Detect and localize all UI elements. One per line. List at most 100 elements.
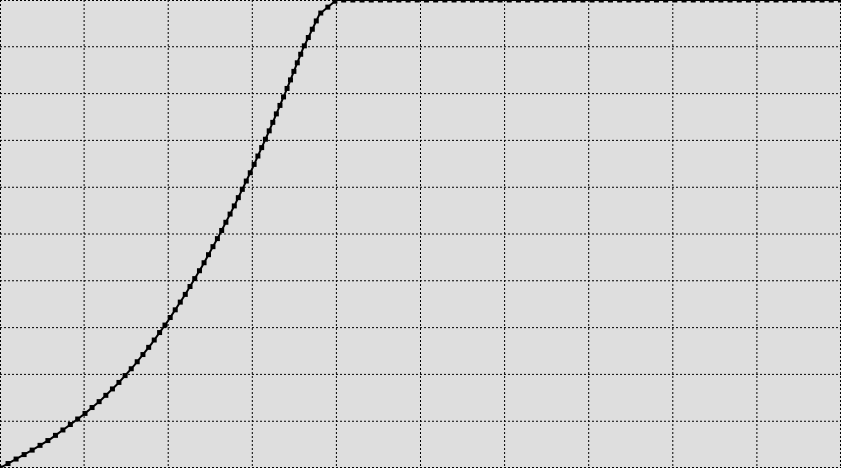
data-point-marker — [442, 0, 448, 3]
data-point-marker — [5, 461, 11, 467]
data-point-marker — [128, 366, 134, 372]
data-point-marker — [281, 94, 287, 100]
data-point-marker — [607, 0, 613, 3]
data-point-marker — [21, 452, 27, 458]
data-point-marker — [318, 10, 324, 16]
data-point-marker — [247, 170, 253, 176]
data-point-marker — [277, 102, 283, 108]
data-point-marker — [192, 276, 198, 282]
data-point-marker — [109, 386, 115, 392]
data-point-marker — [13, 456, 19, 462]
data-point-marker — [262, 136, 268, 142]
data-point-marker — [451, 0, 457, 3]
data-point-marker — [122, 373, 128, 379]
data-point-marker — [231, 203, 237, 209]
data-point-marker — [801, 0, 807, 3]
data-point-marker — [151, 337, 157, 343]
data-point-marker — [305, 35, 311, 41]
data-point-marker — [294, 60, 300, 66]
data-point-marker — [196, 268, 202, 274]
data-point-marker — [543, 0, 549, 3]
data-point-marker — [617, 0, 623, 3]
data-point-marker — [75, 416, 81, 422]
data-point-marker — [469, 0, 475, 3]
data-point-marker — [201, 260, 207, 266]
data-point-marker — [736, 0, 742, 3]
data-point-marker — [206, 252, 212, 258]
data-point-marker — [29, 447, 35, 453]
data-point-marker — [534, 0, 540, 3]
data-point-marker — [210, 244, 216, 250]
data-point-marker — [755, 0, 761, 3]
data-point-marker — [589, 0, 595, 3]
data-point-marker — [341, 0, 347, 3]
data-point-marker — [255, 153, 261, 159]
data-point-marker — [580, 0, 586, 3]
data-point-marker — [251, 161, 257, 167]
data-point-marker — [515, 0, 521, 3]
data-point-marker — [223, 219, 229, 225]
data-point-marker — [287, 77, 293, 83]
data-point-marker — [162, 322, 168, 328]
data-point-marker — [791, 0, 797, 3]
data-point-marker — [663, 0, 669, 3]
data-point-marker — [718, 0, 724, 3]
data-point-marker — [405, 0, 411, 3]
data-point-marker — [598, 0, 604, 3]
data-point-marker — [745, 0, 751, 3]
data-point-marker — [525, 0, 531, 3]
data-point-marker — [177, 299, 183, 305]
data-point-marker — [219, 227, 225, 233]
data-point-marker — [414, 0, 420, 3]
data-point-marker — [571, 0, 577, 3]
data-point-marker — [259, 145, 265, 151]
data-point-marker — [214, 236, 220, 242]
data-point-marker — [699, 0, 705, 3]
data-point-marker — [552, 0, 558, 3]
data-point-marker — [837, 0, 841, 3]
data-point-marker — [387, 0, 393, 3]
data-point-marker — [243, 178, 249, 184]
data-point-marker — [782, 0, 788, 3]
data-point-marker — [497, 0, 503, 3]
data-point-marker — [350, 0, 356, 3]
data-point-marker — [301, 43, 307, 49]
data-point-marker — [284, 85, 290, 91]
data-point-marker — [146, 344, 152, 350]
data-point-marker — [172, 307, 178, 313]
data-point-marker — [396, 0, 402, 3]
data-point-marker — [377, 0, 383, 3]
data-point-marker — [309, 26, 315, 32]
data-point-marker — [460, 0, 466, 3]
data-point-marker — [368, 0, 374, 3]
data-point-marker — [45, 438, 51, 444]
data-point-marker — [187, 284, 193, 290]
data-point-marker — [227, 211, 233, 217]
data-point-marker — [298, 51, 304, 57]
data-point-marker — [52, 432, 58, 438]
data-point-marker — [0, 465, 3, 468]
data-point-marker — [828, 0, 834, 3]
data-point-marker — [359, 0, 365, 3]
data-point-marker — [134, 359, 140, 365]
data-point-marker — [167, 315, 173, 321]
data-point-marker — [681, 0, 687, 3]
data-point-marker — [273, 111, 279, 117]
data-point-marker — [270, 119, 276, 125]
data-point-marker — [332, 0, 338, 4]
data-point-marker — [709, 0, 715, 3]
data-point-marker — [672, 0, 678, 3]
data-point-marker — [157, 330, 163, 336]
data-point-marker — [773, 0, 779, 3]
data-point-marker — [103, 392, 109, 398]
data-point-marker — [423, 0, 429, 3]
data-point-marker — [291, 68, 297, 74]
data-point-marker — [635, 0, 641, 3]
data-point-marker — [727, 0, 733, 3]
data-point-marker — [313, 18, 319, 24]
data-point-marker — [89, 405, 95, 411]
data-point-marker — [37, 442, 43, 448]
data-point-marker — [488, 0, 494, 3]
